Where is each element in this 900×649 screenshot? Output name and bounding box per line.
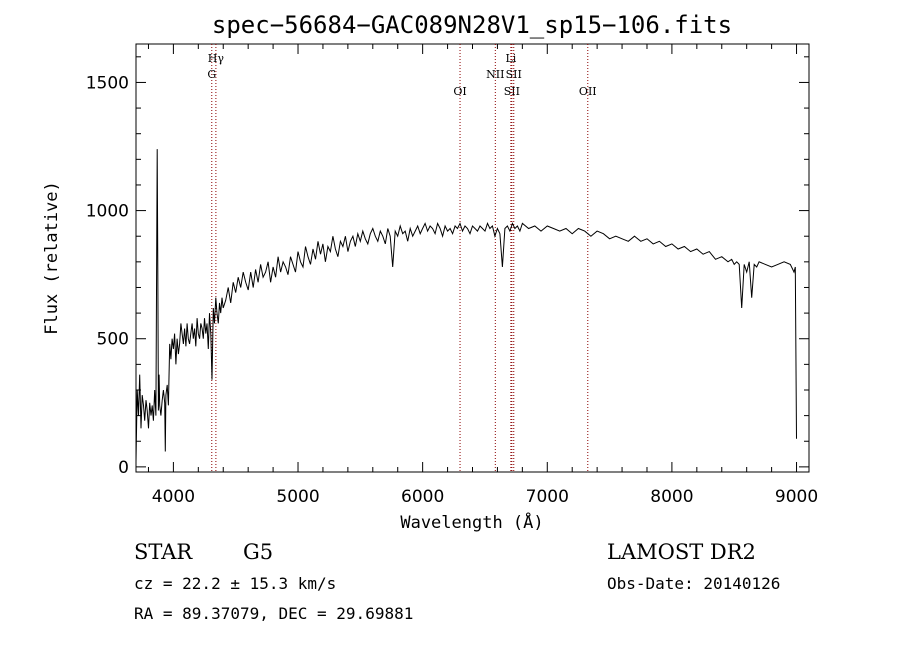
y-tick-label: 1000 bbox=[86, 202, 129, 222]
x-axis-label: Wavelength (Å) bbox=[400, 511, 543, 533]
y-tick-label: 0 bbox=[118, 458, 129, 478]
redshift-cz: cz = 22.2 ± 15.3 km/s bbox=[134, 574, 337, 593]
object-class: STAR bbox=[134, 540, 193, 564]
coordinates: RA = 89.37079, DEC = 29.69881 bbox=[134, 604, 414, 623]
line-marker-label: OI bbox=[453, 85, 466, 98]
y-tick-label: 1500 bbox=[86, 73, 129, 93]
x-tick-label: 5000 bbox=[276, 487, 319, 507]
y-axis-label: Flux (relative) bbox=[42, 181, 62, 335]
line-marker-label: Hγ bbox=[208, 52, 225, 65]
line-marker-label: NII bbox=[486, 68, 504, 81]
chart-title: spec−56684−GAC089N28V1_sp15−106.fits bbox=[212, 11, 732, 39]
line-marker-label: SII bbox=[504, 85, 520, 98]
x-tick-label: 4000 bbox=[152, 487, 195, 507]
plot-frame bbox=[135, 43, 810, 473]
y-tick-label: 500 bbox=[97, 330, 129, 350]
line-marker-label: SII bbox=[506, 68, 522, 81]
x-tick-label: 8000 bbox=[650, 487, 693, 507]
spectrum-line bbox=[135, 149, 797, 462]
object-subclass: G5 bbox=[243, 540, 274, 564]
axis-ticks: 4000 5000 6000 7000 8000 9000 0 500 1000 1500 bbox=[86, 44, 818, 507]
line-marker-label: OII bbox=[579, 85, 597, 98]
survey-name: LAMOST DR2 bbox=[607, 540, 756, 564]
line-marker-label: Li bbox=[505, 52, 516, 65]
observation-date: Obs-Date: 20140126 bbox=[607, 574, 781, 593]
x-tick-label: 9000 bbox=[775, 487, 818, 507]
line-marker-label: G bbox=[207, 68, 216, 81]
x-tick-label: 7000 bbox=[526, 487, 569, 507]
x-tick-label: 6000 bbox=[401, 487, 444, 507]
